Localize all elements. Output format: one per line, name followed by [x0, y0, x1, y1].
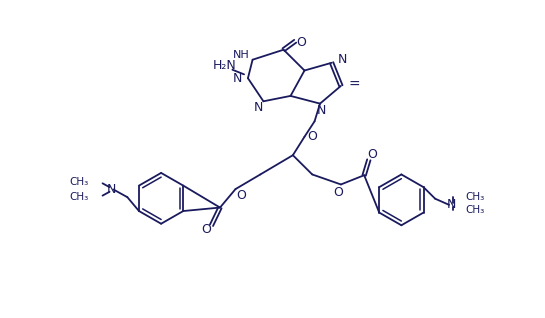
Text: CH₃: CH₃	[465, 205, 485, 215]
Text: O: O	[236, 189, 246, 202]
Text: N: N	[338, 53, 347, 66]
Text: =: =	[349, 78, 360, 92]
Text: H₂N: H₂N	[213, 59, 237, 73]
Text: O: O	[333, 186, 343, 199]
Text: CH₃: CH₃	[465, 192, 485, 202]
Text: N: N	[107, 183, 117, 196]
Text: O: O	[296, 36, 306, 49]
Text: O: O	[307, 130, 317, 143]
Text: N: N	[254, 101, 263, 114]
Text: N: N	[447, 198, 456, 211]
Text: N: N	[233, 73, 243, 86]
Text: O: O	[367, 148, 377, 161]
Text: NH: NH	[233, 50, 250, 60]
Text: CH₃: CH₃	[69, 177, 89, 187]
Text: N: N	[317, 104, 326, 117]
Text: O: O	[201, 223, 211, 236]
Text: CH₃: CH₃	[69, 192, 89, 202]
